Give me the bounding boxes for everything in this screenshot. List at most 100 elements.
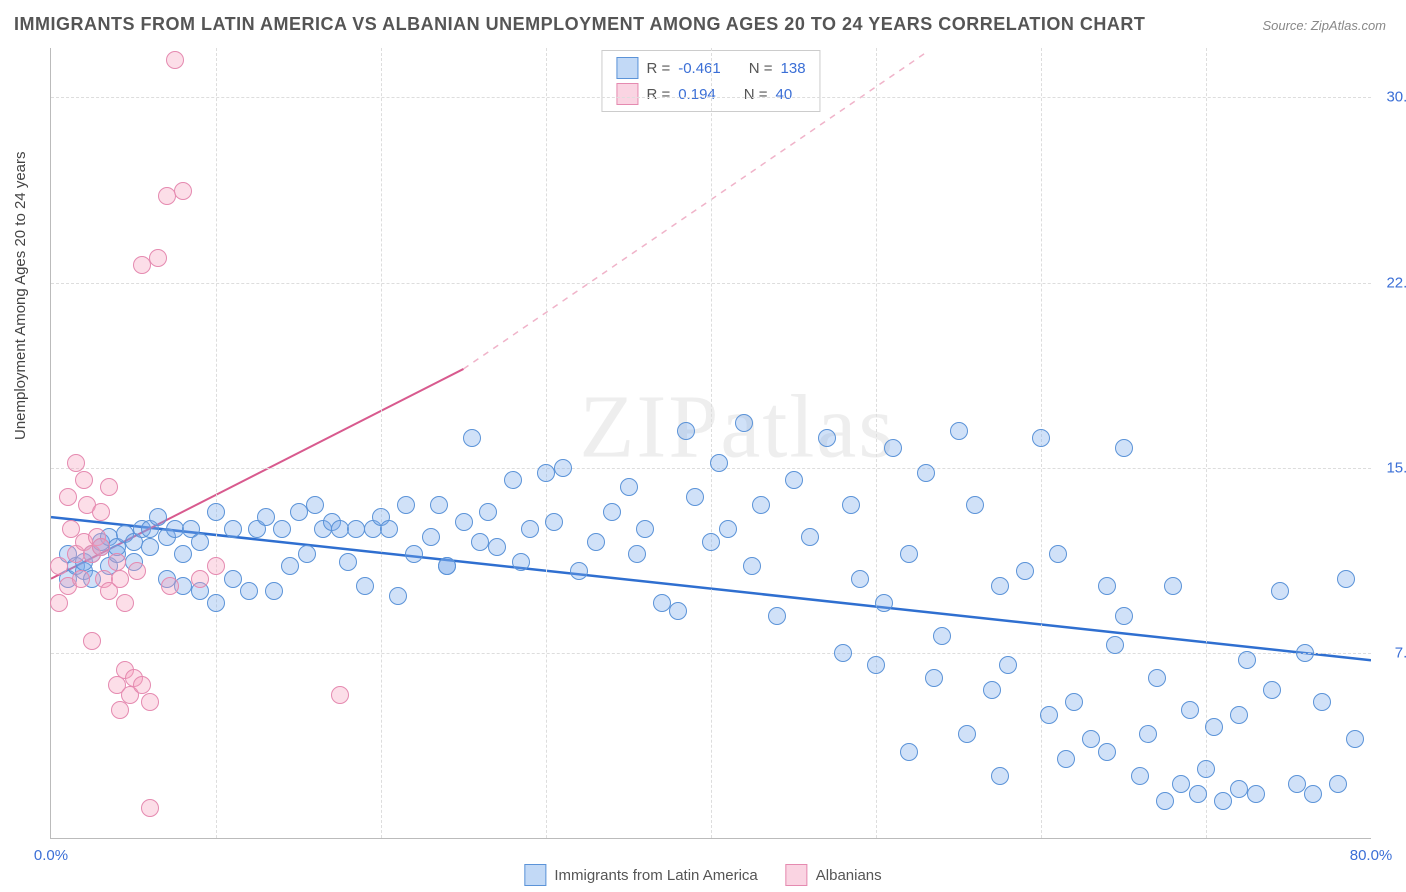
data-point	[389, 587, 407, 605]
data-point	[900, 545, 918, 563]
data-point	[743, 557, 761, 575]
data-point	[92, 503, 110, 521]
data-point	[884, 439, 902, 457]
gridline-v	[546, 48, 547, 838]
data-point	[1337, 570, 1355, 588]
data-point	[554, 459, 572, 477]
data-point	[1263, 681, 1281, 699]
data-point	[867, 656, 885, 674]
data-point	[719, 520, 737, 538]
data-point	[1098, 743, 1116, 761]
data-point	[1205, 718, 1223, 736]
legend-label: Immigrants from Latin America	[554, 867, 757, 884]
data-point	[59, 488, 77, 506]
data-point	[356, 577, 374, 595]
data-point	[479, 503, 497, 521]
data-point	[133, 256, 151, 274]
data-point	[347, 520, 365, 538]
data-point	[1288, 775, 1306, 793]
x-tick-label: 80.0%	[1350, 847, 1393, 864]
data-point	[1313, 693, 1331, 711]
data-point	[331, 686, 349, 704]
data-point	[50, 557, 68, 575]
data-point	[92, 538, 110, 556]
data-point	[128, 562, 146, 580]
data-point	[925, 669, 943, 687]
data-point	[958, 725, 976, 743]
data-point	[380, 520, 398, 538]
data-point	[702, 533, 720, 551]
data-point	[265, 582, 283, 600]
data-point	[545, 513, 563, 531]
data-point	[669, 602, 687, 620]
data-point	[141, 799, 159, 817]
n-label: N =	[749, 60, 773, 77]
data-point	[1049, 545, 1067, 563]
data-point	[1296, 644, 1314, 662]
data-point	[950, 422, 968, 440]
data-point	[207, 503, 225, 521]
data-point	[149, 508, 167, 526]
gridline-v	[1206, 48, 1207, 838]
data-point	[933, 627, 951, 645]
data-point	[521, 520, 539, 538]
data-point	[628, 545, 646, 563]
gridline-v	[216, 48, 217, 838]
data-point	[290, 503, 308, 521]
data-point	[191, 533, 209, 551]
data-point	[1148, 669, 1166, 687]
data-point	[537, 464, 555, 482]
y-tick-label: 15.0%	[1386, 459, 1406, 476]
data-point	[991, 577, 1009, 595]
data-point	[240, 582, 258, 600]
data-point	[1115, 439, 1133, 457]
legend-label: Albanians	[816, 867, 882, 884]
bottom-legend: Immigrants from Latin America Albanians	[524, 864, 881, 886]
data-point	[1189, 785, 1207, 803]
data-point	[1106, 636, 1124, 654]
data-point	[834, 644, 852, 662]
data-point	[1156, 792, 1174, 810]
data-point	[108, 553, 126, 571]
data-point	[75, 471, 93, 489]
legend-swatch	[616, 57, 638, 79]
chart-title: IMMIGRANTS FROM LATIN AMERICA VS ALBANIA…	[14, 14, 1145, 35]
data-point	[281, 557, 299, 575]
y-tick-label: 30.0%	[1386, 89, 1406, 106]
data-point	[207, 594, 225, 612]
data-point	[166, 51, 184, 69]
data-point	[1065, 693, 1083, 711]
data-point	[752, 496, 770, 514]
data-point	[1057, 750, 1075, 768]
data-point	[1304, 785, 1322, 803]
data-point	[257, 508, 275, 526]
data-point	[686, 488, 704, 506]
data-point	[1230, 706, 1248, 724]
data-point	[50, 594, 68, 612]
data-point	[1247, 785, 1265, 803]
data-point	[801, 528, 819, 546]
data-point	[1164, 577, 1182, 595]
data-point	[339, 553, 357, 571]
data-point	[653, 594, 671, 612]
data-point	[166, 520, 184, 538]
n-label: N =	[744, 86, 768, 103]
data-point	[842, 496, 860, 514]
data-point	[306, 496, 324, 514]
data-point	[471, 533, 489, 551]
data-point	[133, 676, 151, 694]
data-point	[224, 570, 242, 588]
data-point	[603, 503, 621, 521]
data-point	[422, 528, 440, 546]
data-point	[1329, 775, 1347, 793]
legend-swatch	[786, 864, 808, 886]
y-tick-label: 22.5%	[1386, 274, 1406, 291]
data-point	[875, 594, 893, 612]
data-point	[1181, 701, 1199, 719]
data-point	[224, 520, 242, 538]
data-point	[207, 557, 225, 575]
source-label: Source: ZipAtlas.com	[1262, 18, 1386, 33]
data-point	[273, 520, 291, 538]
data-point	[636, 520, 654, 538]
r-label: R =	[646, 86, 670, 103]
